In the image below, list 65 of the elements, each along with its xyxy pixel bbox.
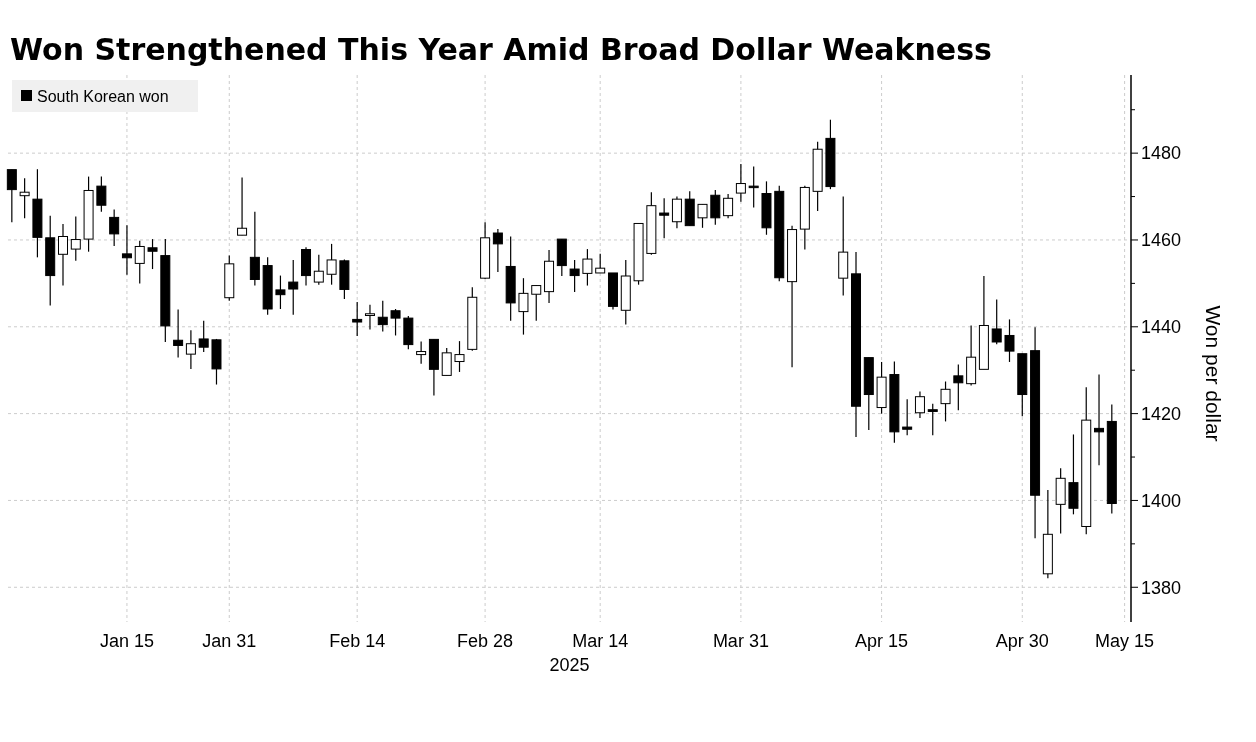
candlestick [927,403,938,436]
candlestick [275,274,286,310]
candlestick [19,177,30,219]
candlestick [697,203,708,229]
y-axis-title: Won per dollar [1202,305,1225,442]
candlestick [237,176,248,236]
candlestick [1004,318,1015,363]
legend-label: South Korean won [37,87,169,105]
x-tick-label: Jan 15 [99,631,154,651]
candlestick [1094,373,1105,466]
y-tick-label: 1380 [1141,577,1182,598]
candlestick [914,390,925,419]
x-tick-label: Feb 28 [457,631,514,651]
candlestick [518,277,529,336]
candlestick [147,238,158,270]
candlestick [991,298,1002,345]
candlestick [723,193,734,219]
candlestick [940,380,951,423]
candlestick [595,253,606,274]
candlestick [441,347,452,377]
x-tick-label: Mar 31 [712,631,769,651]
candlestick [582,248,593,287]
x-tick-label: May 15 [1095,631,1155,651]
candlestick [70,215,81,262]
candlestick [735,163,746,203]
candlestick [902,398,913,436]
x-tick-label: Feb 14 [329,631,386,651]
y-tick-label: 1460 [1141,230,1182,251]
candlestick [454,340,465,373]
candlestick [492,228,503,273]
candlestick [313,254,324,286]
x-axis-title: 2025 [549,655,590,675]
y-tick-label: 1400 [1141,490,1182,511]
x-tick-label: Mar 14 [572,631,629,651]
candlestick [671,195,682,229]
candlestick [352,301,363,337]
x-tick-label: Jan 31 [202,631,257,651]
chart-title: Won Strengthened This Year Amid Broad Dollar Weakness [10,32,992,67]
candlestick [121,224,132,276]
candlestick [377,300,388,333]
candlestick [416,340,427,365]
candlestick [710,189,721,226]
candlestick [326,243,337,286]
candlestick [288,259,299,316]
y-tick-label: 1440 [1141,317,1182,338]
y-tick-label: 1480 [1141,143,1182,164]
candlestick [173,308,184,359]
x-tick-label: Apr 30 [995,631,1049,651]
candlestick [6,169,17,223]
candlestick [531,284,542,322]
candlestick [58,223,68,287]
candlestick [390,308,401,337]
candlestick [569,259,580,293]
candlestick [109,208,120,247]
candlestick [953,363,964,411]
candlestick [659,197,670,239]
candlestick [96,175,107,213]
y-tick-label: 1420 [1141,403,1182,424]
candlestick [249,211,260,287]
candlestick [364,304,375,330]
candlestick [198,320,209,353]
candlestick [185,329,196,370]
candlestick [134,240,145,284]
x-tick-label: Apr 15 [855,631,909,651]
candlestick [748,166,759,209]
